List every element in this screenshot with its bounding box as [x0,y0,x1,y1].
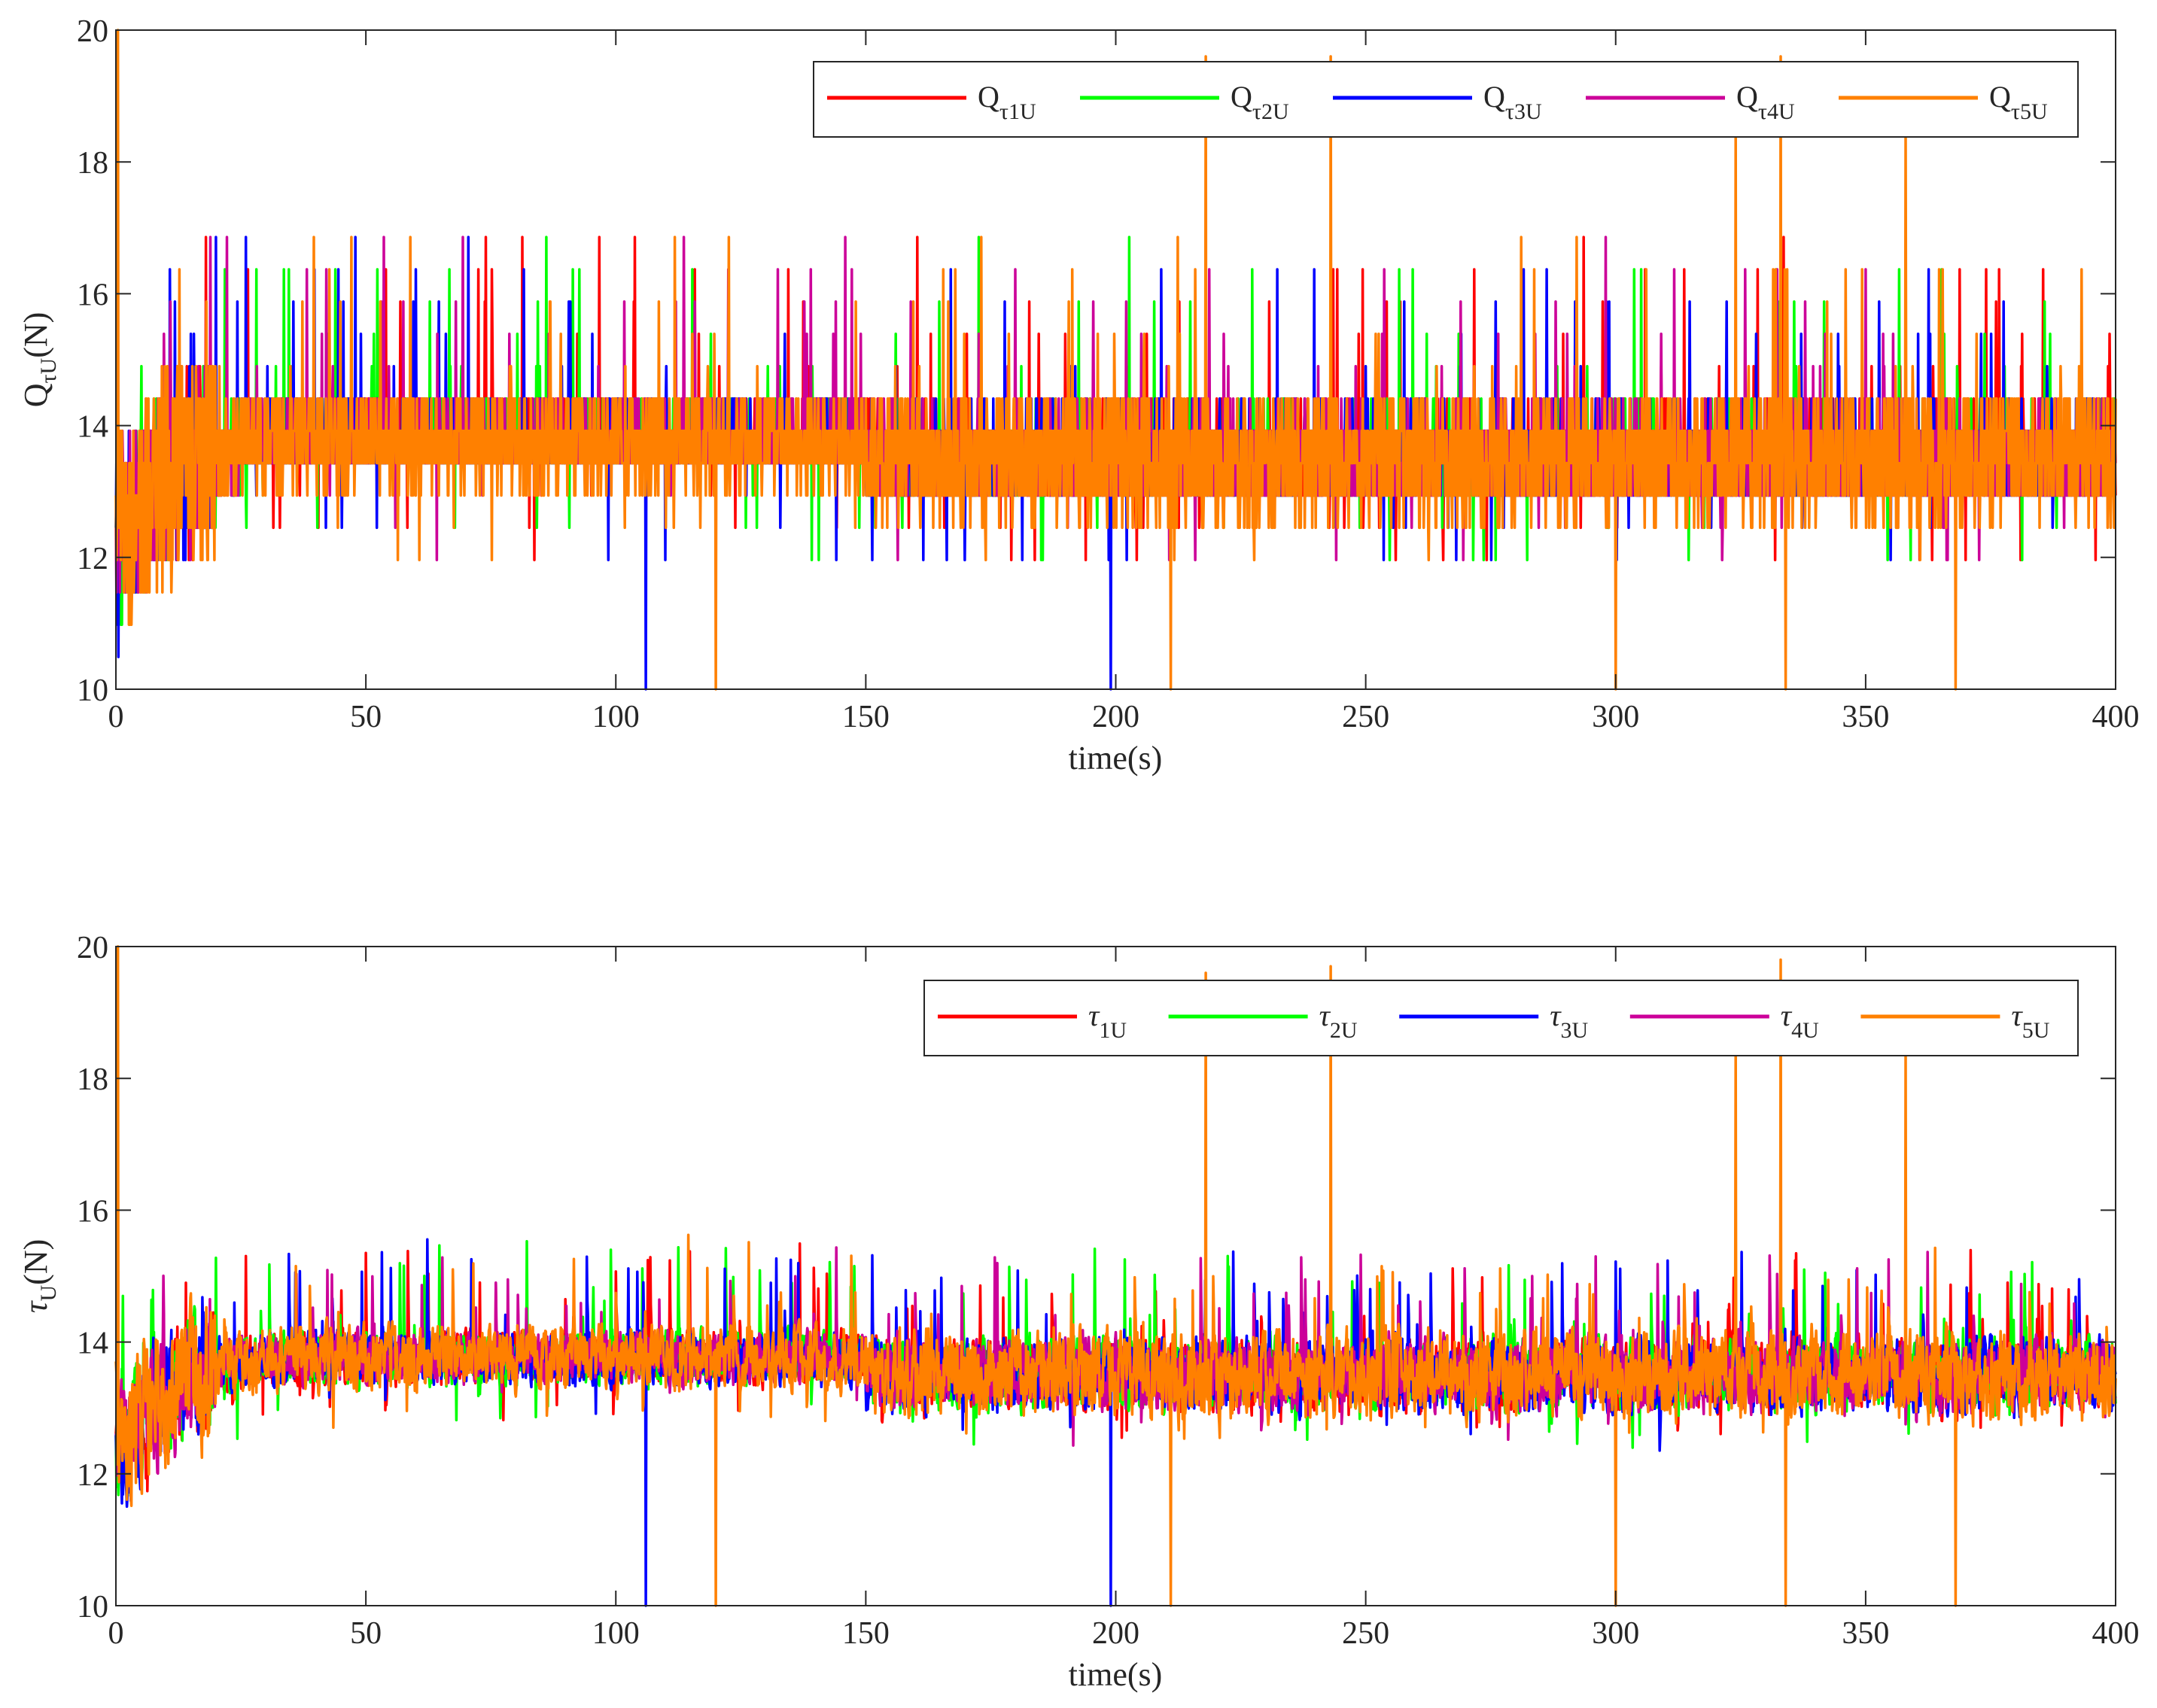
bottom-legend-label-3: τ3U [1550,998,1588,1043]
bottom-y-ticks: 10 12 14 16 18 20 [77,931,2116,1624]
top-legend-label-3: Qτ3U [1483,80,1542,124]
top-legend: Qτ1U Qτ2U Qτ3U Qτ4U Qτ5U [813,61,2079,138]
top-y-tick-label: 18 [77,146,108,181]
bottom-x-tick-label: 100 [592,1616,640,1651]
top-x-axis-label: time(s) [1069,740,1163,777]
top-y-ticks: 10 12 14 16 18 20 [77,14,2116,708]
top-x-tick-label: 150 [842,700,890,734]
top-x-tick-label: 50 [350,700,382,734]
top-y-tick-label: 10 [77,673,108,708]
bottom-x-tick-label: 50 [350,1616,382,1651]
bottom-chart-panel: 0 50 100 150 200 250 300 350 400 10 12 14 16 18 20 ti… [17,931,2140,1693]
top-legend-label-5: Qτ5U [1989,80,2048,124]
top-y-tick-label: 16 [77,278,108,312]
bottom-x-tick-label: 200 [1092,1616,1139,1651]
top-x-tick-label: 0 [108,700,124,734]
bottom-legend: τ1U τ2U τ3U τ4U τ5U [923,980,2079,1056]
top-legend-label-1: Qτ1U [978,80,1036,124]
top-x-tick-label: 100 [592,700,640,734]
top-x-tick-label: 350 [1842,700,1889,734]
bottom-series-5-line [114,945,2117,1607]
bottom-legend-label-2: τ2U [1319,998,1358,1043]
bottom-legend-label-1: τ1U [1088,998,1127,1043]
bottom-x-tick-label: 350 [1842,1616,1889,1651]
bottom-y-tick-label: 16 [77,1194,108,1229]
top-x-tick-label: 400 [2092,700,2140,734]
bottom-y-axis-label: τU(N) [17,1239,61,1314]
bottom-legend-label-5: τ5U [2011,998,2049,1043]
bottom-y-tick-label: 18 [77,1062,108,1097]
top-x-tick-label: 250 [1342,700,1389,734]
top-x-ticks: 0 50 100 150 200 250 300 350 400 [108,30,2140,734]
top-chart-panel: 0 50 100 150 200 250 300 350 400 10 12 14 16 18 20 ti… [17,14,2140,777]
top-series-lines [114,29,2117,691]
bottom-y-tick-label: 10 [77,1590,108,1624]
top-y-tick-label: 20 [77,14,108,49]
bottom-x-axis-label: time(s) [1069,1656,1163,1693]
top-x-tick-label: 200 [1092,700,1139,734]
top-y-axis-label: QτU(N) [17,312,61,408]
bottom-x-ticks: 0 50 100 150 200 250 300 350 400 [108,947,2140,1651]
bottom-x-tick-label: 150 [842,1616,890,1651]
top-y-tick-label: 12 [77,542,108,576]
bottom-x-tick-label: 300 [1592,1616,1639,1651]
top-x-tick-label: 300 [1592,700,1639,734]
bottom-legend-label-4: τ4U [1781,998,1819,1043]
bottom-x-tick-label: 250 [1342,1616,1389,1651]
top-legend-label-4: Qτ4U [1736,80,1795,124]
top-y-tick-label: 14 [77,410,108,445]
top-legend-label-2: Qτ2U [1231,80,1289,124]
bottom-y-tick-label: 14 [77,1327,108,1361]
bottom-series-lines [114,945,2117,1607]
bottom-x-tick-label: 0 [108,1616,124,1651]
bottom-y-tick-label: 20 [77,931,108,965]
top-series-5-line [114,29,2117,691]
bottom-y-tick-label: 12 [77,1458,108,1493]
bottom-x-tick-label: 400 [2092,1616,2140,1651]
